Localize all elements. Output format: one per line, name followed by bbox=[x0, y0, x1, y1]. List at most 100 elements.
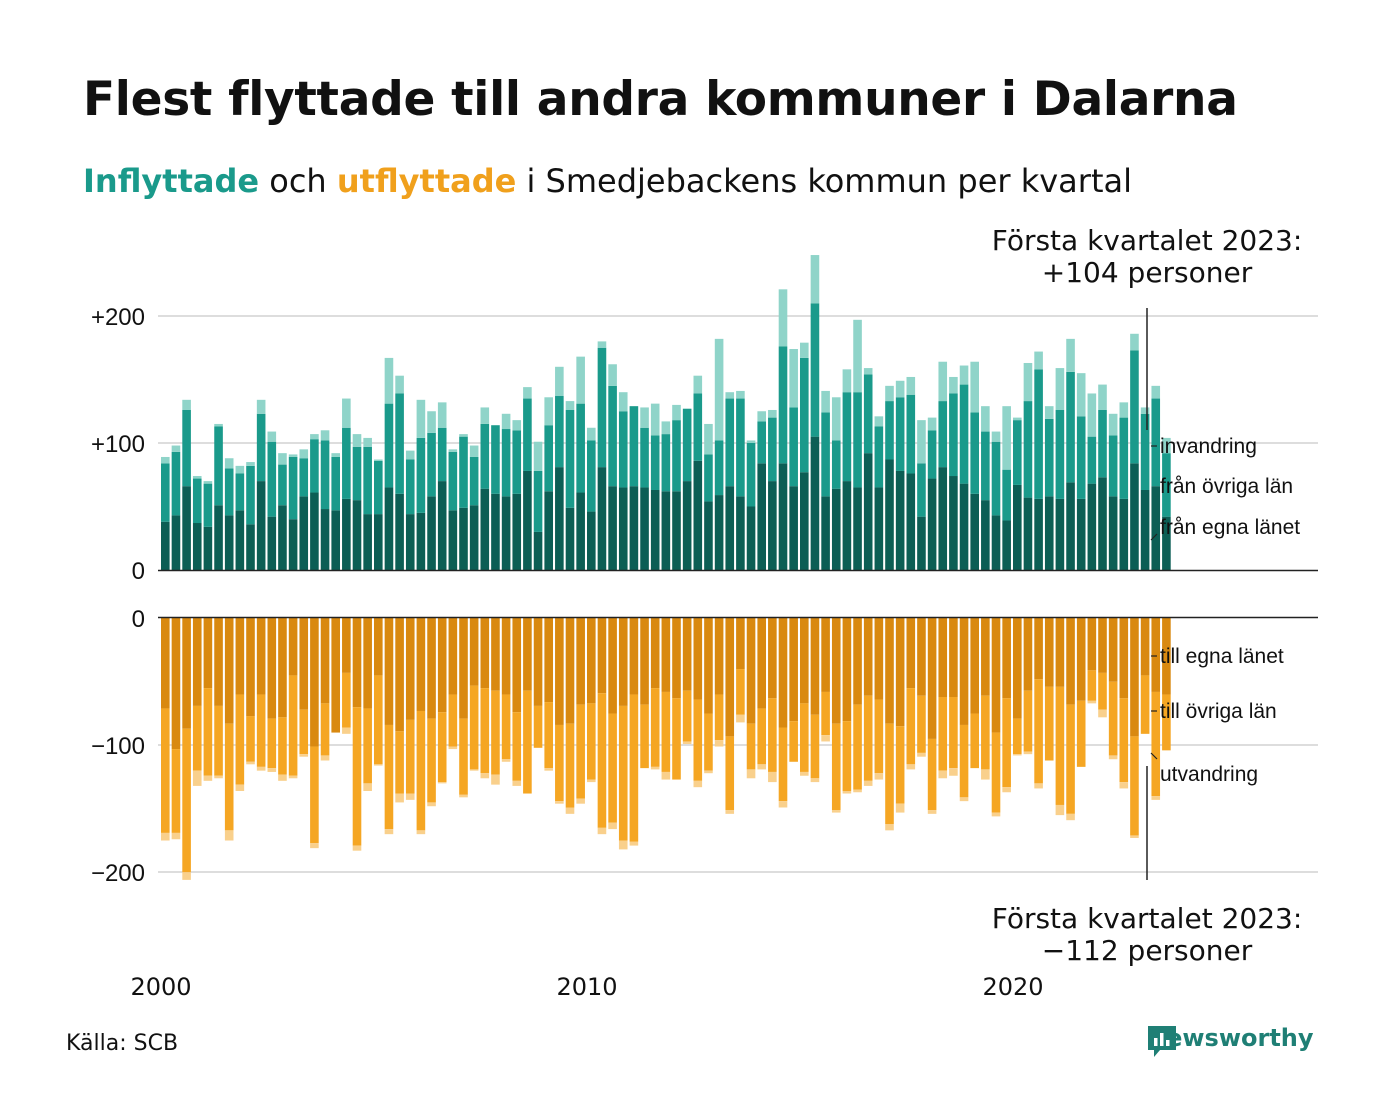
newsworthy-logo[interactable]: Newsworthy bbox=[1146, 1024, 1314, 1057]
lower-bar-till-egna-länet bbox=[384, 617, 394, 725]
lower-annotation-line2: −112 personer bbox=[1042, 934, 1253, 967]
upper-bar-från-övriga-län bbox=[544, 425, 553, 492]
upper-bar-från-övriga-län bbox=[512, 430, 522, 494]
upper-bar-från-övriga-län bbox=[800, 357, 809, 473]
lower-bar-till-övriga-län bbox=[917, 695, 926, 753]
upper-bar-invandring bbox=[288, 454, 298, 457]
upper-annotation-line1: Första kvartalet 2023: bbox=[992, 224, 1303, 257]
upper-bar-invandring bbox=[927, 417, 937, 431]
lower-bar-till-övriga-län bbox=[831, 723, 841, 811]
lower-bar-till-övriga-län bbox=[970, 713, 979, 769]
upper-bar-från-egna-länet bbox=[1087, 483, 1097, 570]
lower-bar-till-egna-länet bbox=[938, 617, 948, 698]
lower-bar-till-egna-länet bbox=[1076, 617, 1086, 701]
upper-bar-invandring bbox=[640, 407, 649, 428]
lower-bar-utvandring bbox=[863, 780, 873, 786]
lower-bar-utvandring bbox=[299, 754, 309, 757]
upper-bar-från-egna-länet bbox=[1140, 489, 1150, 570]
lower-bar-till-övriga-län bbox=[778, 727, 788, 802]
upper-bar-från-egna-länet bbox=[842, 481, 852, 570]
lower-bar-till-övriga-län bbox=[224, 723, 234, 831]
lower-bar-till-övriga-län bbox=[1066, 704, 1075, 814]
lower-bar-utvandring bbox=[288, 775, 298, 779]
upper-bar-från-egna-länet bbox=[320, 509, 330, 570]
upper-bar-från-egna-länet bbox=[1034, 498, 1043, 570]
upper-bar-från-övriga-län bbox=[1087, 436, 1097, 484]
lower-bar-till-övriga-län bbox=[704, 713, 713, 771]
lower-bar-till-egna-länet bbox=[1044, 617, 1054, 687]
lower-bar-till-egna-länet bbox=[1066, 617, 1075, 705]
lower-bar-till-egna-länet bbox=[256, 617, 266, 695]
upper-bar-från-egna-länet bbox=[192, 523, 202, 570]
upper-bar-från-övriga-län bbox=[501, 429, 511, 497]
lower-bar-till-egna-länet bbox=[842, 617, 852, 722]
upper-bar-från-övriga-län bbox=[895, 397, 905, 471]
upper-bar-från-övriga-län bbox=[427, 432, 436, 497]
upper-bar-från-övriga-län bbox=[352, 446, 362, 501]
lower-bar-utvandring bbox=[704, 770, 713, 774]
upper-bar-från-övriga-län bbox=[246, 465, 255, 525]
upper-bar-invandring bbox=[405, 450, 415, 460]
lower-bar-till-övriga-län bbox=[565, 723, 575, 808]
upper-ytick-200: +200 bbox=[91, 304, 145, 331]
upper-bar-invandring bbox=[1066, 338, 1075, 372]
lower-bar-till-egna-länet bbox=[927, 617, 937, 739]
upper-bar-från-egna-länet bbox=[682, 481, 692, 570]
lower-bar-utvandring bbox=[991, 812, 1001, 817]
lower-bar-till-övriga-län bbox=[1098, 672, 1107, 710]
lower-bar-till-egna-länet bbox=[714, 617, 724, 695]
upper-bar-från-egna-länet bbox=[161, 521, 170, 570]
lower-bar-utvandring bbox=[395, 793, 404, 803]
upper-bar-från-övriga-län bbox=[278, 464, 287, 506]
lower-bar-till-egna-länet bbox=[331, 617, 340, 733]
lower-bar-till-egna-länet bbox=[480, 617, 490, 689]
lower-bar-till-egna-länet bbox=[246, 617, 255, 717]
upper-bar-invandring bbox=[278, 453, 287, 465]
upper-bar-från-egna-länet bbox=[310, 492, 319, 570]
upper-bar-från-övriga-län bbox=[320, 440, 330, 510]
chart-title: Flest flyttade till andra kommuner i Dal… bbox=[83, 72, 1238, 127]
upper-bar-från-övriga-län bbox=[533, 470, 543, 532]
upper-bar-från-övriga-län bbox=[874, 426, 884, 488]
lower-bar-utvandring bbox=[618, 840, 628, 850]
lower-bar-utvandring bbox=[1130, 835, 1139, 838]
upper-bar-från-egna-länet bbox=[895, 470, 905, 570]
subtitle-och: och bbox=[269, 162, 327, 200]
upper-bar-från-övriga-län bbox=[778, 346, 788, 464]
label-invandring: invandring bbox=[1160, 435, 1257, 458]
lower-bar-till-egna-länet bbox=[821, 617, 830, 692]
lower-bar-utvandring bbox=[1013, 754, 1022, 756]
lower-bar-utvandring bbox=[736, 714, 745, 723]
upper-bar-invandring bbox=[757, 411, 766, 422]
lower-bar-till-egna-länet bbox=[1151, 617, 1161, 692]
lower-bar-till-egna-länet bbox=[161, 617, 170, 709]
lower-bar-till-övriga-län bbox=[725, 736, 735, 811]
upper-ytick-100: +100 bbox=[91, 431, 145, 458]
upper-bar-invandring bbox=[192, 476, 202, 479]
upper-bar-från-övriga-län bbox=[565, 409, 575, 508]
upper-bar-från-egna-länet bbox=[768, 481, 777, 570]
upper-bar-invandring bbox=[704, 423, 713, 455]
upper-bar-invandring bbox=[874, 416, 884, 427]
lower-bar-till-egna-länet bbox=[416, 617, 426, 711]
upper-bar-från-egna-länet bbox=[565, 507, 575, 570]
upper-bar-från-övriga-län bbox=[885, 401, 894, 460]
upper-bar-från-egna-länet bbox=[927, 478, 937, 570]
upper-bar-från-egna-länet bbox=[1002, 520, 1011, 570]
upper-bar-från-övriga-län bbox=[256, 413, 266, 482]
lower-bar-till-övriga-län bbox=[981, 695, 990, 770]
upper-bar-invandring bbox=[416, 399, 426, 438]
upper-bar-från-övriga-län bbox=[1108, 435, 1118, 497]
upper-bar-från-egna-länet bbox=[757, 463, 766, 570]
lower-bar-till-egna-länet bbox=[171, 617, 181, 750]
upper-bar-invandring bbox=[853, 319, 862, 393]
lower-bar-till-övriga-län bbox=[374, 675, 383, 765]
lower-bar-till-egna-länet bbox=[523, 617, 532, 691]
upper-bar-från-egna-länet bbox=[267, 516, 277, 570]
lower-bar-till-övriga-län bbox=[544, 702, 553, 769]
lower-bar-till-övriga-län bbox=[959, 724, 969, 798]
lower-bar-till-övriga-län bbox=[310, 746, 319, 844]
lower-bar-till-egna-länet bbox=[597, 617, 607, 694]
upper-bar-från-egna-länet bbox=[256, 481, 266, 570]
lower-bar-utvandring bbox=[629, 841, 639, 846]
